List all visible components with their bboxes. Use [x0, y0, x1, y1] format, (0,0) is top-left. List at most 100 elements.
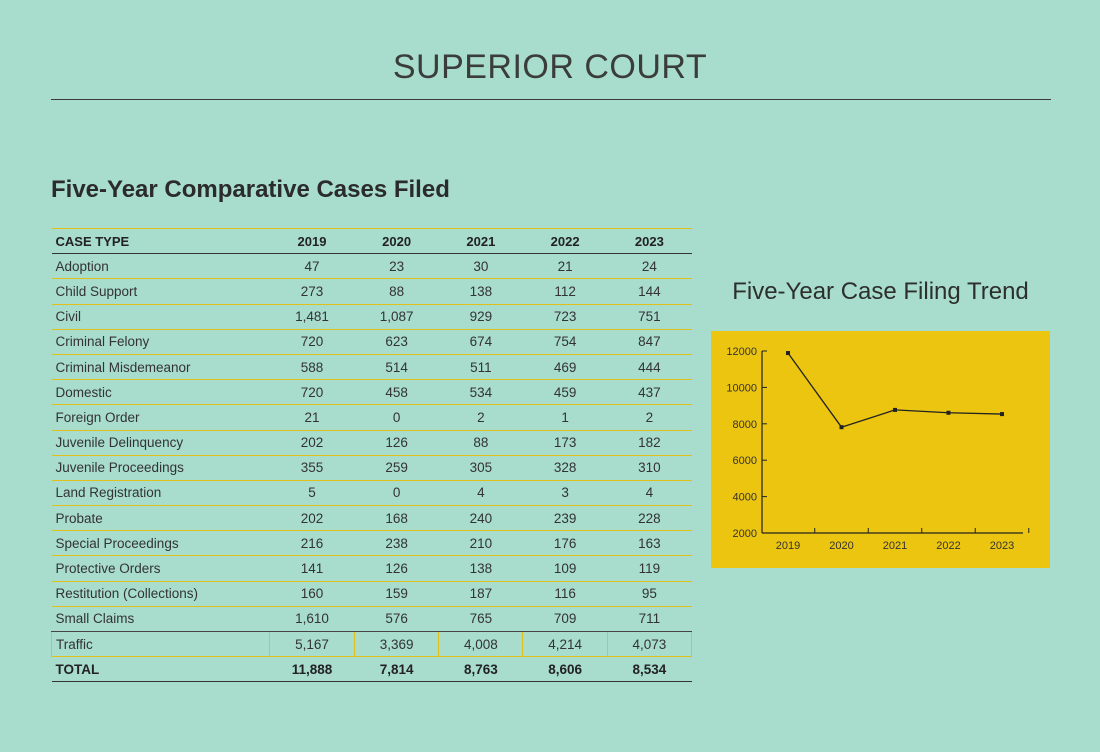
- row-label: Land Registration: [51, 480, 270, 507]
- line-chart: 2000 4000 6000 8000 10000 12000 2019 2020 2021 20…: [711, 331, 1050, 568]
- cell-value: 21: [269, 404, 355, 431]
- cell-value: 0: [354, 404, 439, 431]
- row-label: Criminal Felony: [51, 329, 270, 355]
- cell-value: 23: [354, 253, 439, 280]
- cell-value: 623: [354, 329, 439, 355]
- cell-value: 847: [607, 329, 692, 355]
- chart-title: Five-Year Case Filing Trend: [732, 278, 1029, 305]
- table-row: Child Support 273 88 138 112 144: [51, 278, 692, 305]
- cell-value: 0: [354, 480, 439, 507]
- cell-value: 138: [438, 555, 523, 582]
- cell-value: 751: [607, 304, 692, 330]
- data-point: [786, 351, 790, 356]
- cell-value: 458: [354, 379, 439, 406]
- cell-value: 95: [607, 581, 692, 607]
- y-tick-label: 10000: [726, 382, 757, 394]
- cell-value: 709: [522, 606, 608, 633]
- cell-value: 1,610: [269, 606, 355, 633]
- cell-value: 159: [354, 581, 439, 607]
- table-row: Adoption 47 23 30 21 24: [51, 253, 692, 280]
- x-tick-label: 2021: [883, 540, 907, 552]
- cell-value: 116: [522, 581, 608, 607]
- row-label: Protective Orders: [51, 555, 270, 582]
- cell-value: 119: [607, 555, 692, 582]
- cell-value: 1: [522, 404, 608, 431]
- cell-value: 534: [438, 379, 523, 406]
- cell-value: 273: [269, 278, 355, 305]
- cell-value: 929: [438, 304, 523, 330]
- cases-table: CASE TYPE 2019 2020 2021 2022 2023 Adopt…: [51, 227, 693, 683]
- cell-value: 126: [354, 555, 439, 582]
- cell-value: 444: [607, 354, 692, 381]
- row-label: Traffic: [51, 630, 270, 658]
- cell-value: 160: [269, 581, 355, 607]
- cell-value: 141: [269, 555, 355, 582]
- row-label: TOTAL: [51, 656, 270, 683]
- cell-value: 674: [438, 329, 523, 355]
- cell-value: 168: [354, 505, 439, 532]
- row-label: Small Claims: [51, 606, 270, 633]
- table-header-row: CASE TYPE 2019 2020 2021 2022 2023: [51, 227, 692, 255]
- table-row: Probate 202 168 240 239 228: [51, 505, 692, 532]
- table-row: Domestic 720 458 534 459 437: [51, 379, 692, 406]
- y-tick-label: 2000: [733, 528, 757, 540]
- cell-value: 5,167: [268, 630, 355, 658]
- cell-value: 144: [607, 278, 692, 305]
- cell-value: 259: [354, 455, 439, 481]
- cell-value: 109: [522, 555, 608, 582]
- series-line: [787, 352, 1003, 428]
- cell-value: 173: [522, 430, 608, 456]
- cell-value: 21: [522, 253, 608, 280]
- row-label: Special Proceedings: [51, 530, 270, 557]
- cell-value: 138: [438, 278, 523, 305]
- cell-value: 126: [354, 430, 439, 456]
- cell-value: 5: [269, 480, 355, 507]
- cell-value: 1,481: [269, 304, 355, 330]
- cell-value: 8,534: [607, 656, 692, 683]
- cell-value: 754: [522, 329, 608, 355]
- data-point: [1000, 412, 1004, 417]
- cell-value: 305: [438, 455, 523, 481]
- cell-value: 1,087: [354, 304, 439, 330]
- cell-value: 4,073: [606, 630, 693, 658]
- cell-value: 7,814: [354, 656, 439, 683]
- x-tick-label: 2023: [990, 540, 1014, 552]
- cell-value: 163: [607, 530, 692, 557]
- table-row: Small Claims 1,610 576 765 709 711: [51, 606, 692, 633]
- table-row: Land Registration 5 0 4 3 4: [51, 480, 692, 507]
- x-tick-label: 2022: [936, 540, 960, 552]
- column-header-case-type: CASE TYPE: [51, 227, 270, 255]
- cell-value: 30: [438, 253, 523, 280]
- cell-value: 3,369: [354, 630, 439, 658]
- table-row: Traffic 5,167 3,369 4,008 4,214 4,073: [51, 630, 693, 658]
- column-header-2019: 2019: [269, 227, 355, 255]
- cell-value: 240: [438, 505, 523, 532]
- cell-value: 720: [269, 379, 355, 406]
- cell-value: 11,888: [269, 656, 355, 683]
- row-label: Child Support: [51, 278, 270, 305]
- data-point: [946, 410, 951, 415]
- cell-value: 112: [522, 278, 608, 305]
- cell-value: 723: [522, 304, 608, 330]
- table-row: Juvenile Delinquency 202 126 88 173 182: [51, 430, 692, 456]
- y-tick-label: 12000: [726, 346, 757, 358]
- cell-value: 182: [607, 430, 692, 456]
- cell-value: 202: [269, 430, 355, 456]
- row-label: Juvenile Proceedings: [51, 455, 270, 481]
- section-heading: Five-Year Comparative Cases Filed: [51, 176, 450, 203]
- row-label: Adoption: [51, 253, 270, 280]
- title-divider: [51, 99, 1051, 100]
- column-header-2020: 2020: [354, 227, 439, 255]
- cell-value: 4: [607, 480, 692, 507]
- row-label: Probate: [51, 505, 270, 532]
- cell-value: 210: [438, 530, 523, 557]
- cell-value: 239: [522, 505, 608, 532]
- table-total-row: TOTAL 11,888 7,814 8,763 8,606 8,534: [51, 656, 692, 683]
- cell-value: 8,606: [522, 656, 608, 683]
- cell-value: 511: [438, 354, 523, 381]
- cell-value: 4: [438, 480, 523, 507]
- cell-value: 228: [607, 505, 692, 532]
- cell-value: 202: [269, 505, 355, 532]
- row-label: Juvenile Delinquency: [51, 430, 270, 456]
- cell-value: 469: [522, 354, 608, 381]
